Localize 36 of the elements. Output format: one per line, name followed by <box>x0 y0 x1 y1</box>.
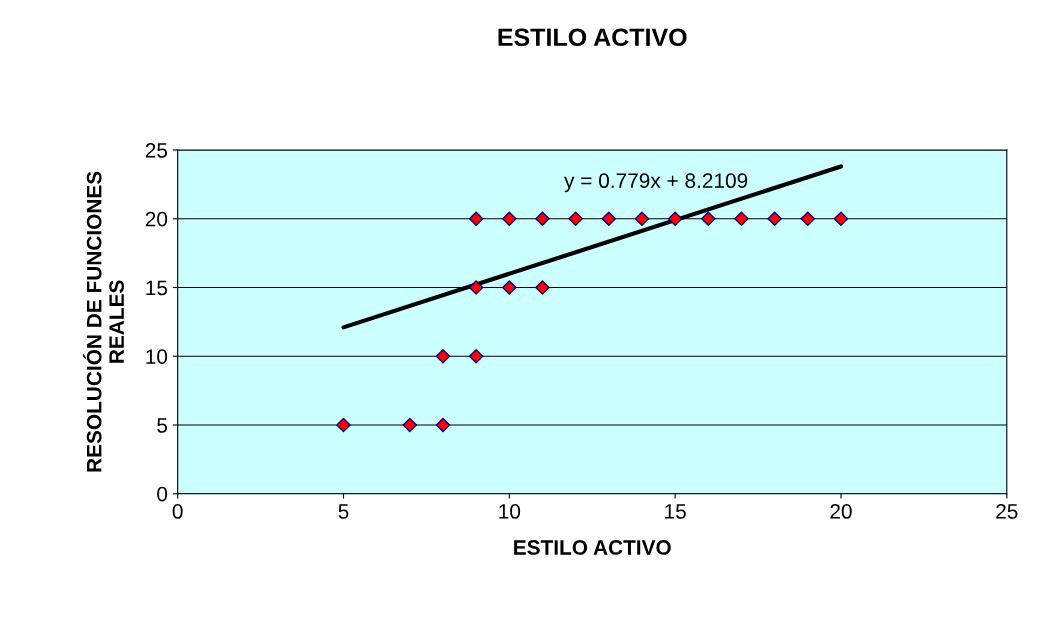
y-tick-label: 15 <box>146 280 168 296</box>
x-tick-label: 5 <box>338 504 349 519</box>
x-tick-label: 20 <box>830 504 852 519</box>
y-tick-label: 10 <box>146 349 168 364</box>
x-tick-label: 10 <box>499 504 521 519</box>
point <box>468 348 484 364</box>
point <box>468 280 484 295</box>
y-tick-label: 25 <box>145 143 168 158</box>
y-tick-label: 20 <box>145 211 168 227</box>
y-axis-title: RESOLUCIÓN DE FUNCIONES REALES <box>82 171 124 472</box>
point <box>701 211 716 227</box>
x-axis-title: ESTILO ACTIVO <box>514 540 671 555</box>
point <box>601 211 617 227</box>
x-tick-label: 15 <box>665 504 686 519</box>
point <box>435 417 451 433</box>
y-tick-label: 5 <box>157 418 168 433</box>
annotation: y = 0.779x + 8.2109 <box>564 173 748 193</box>
y-tick-label: 0 <box>157 486 168 502</box>
point <box>634 211 650 227</box>
point <box>502 280 517 295</box>
point <box>833 211 849 227</box>
point <box>402 417 418 433</box>
point <box>734 211 749 227</box>
point <box>667 211 683 227</box>
point <box>535 211 550 227</box>
chart-title: ESTILO ACTIVO <box>498 28 687 47</box>
point <box>800 211 816 227</box>
x-tick-label: 25 <box>996 504 1018 519</box>
point <box>468 211 484 227</box>
point <box>502 211 517 227</box>
point <box>435 348 451 364</box>
point <box>767 211 782 227</box>
x-tick-label: 0 <box>172 504 183 519</box>
point <box>568 211 583 227</box>
point <box>535 280 550 295</box>
point <box>336 417 351 433</box>
